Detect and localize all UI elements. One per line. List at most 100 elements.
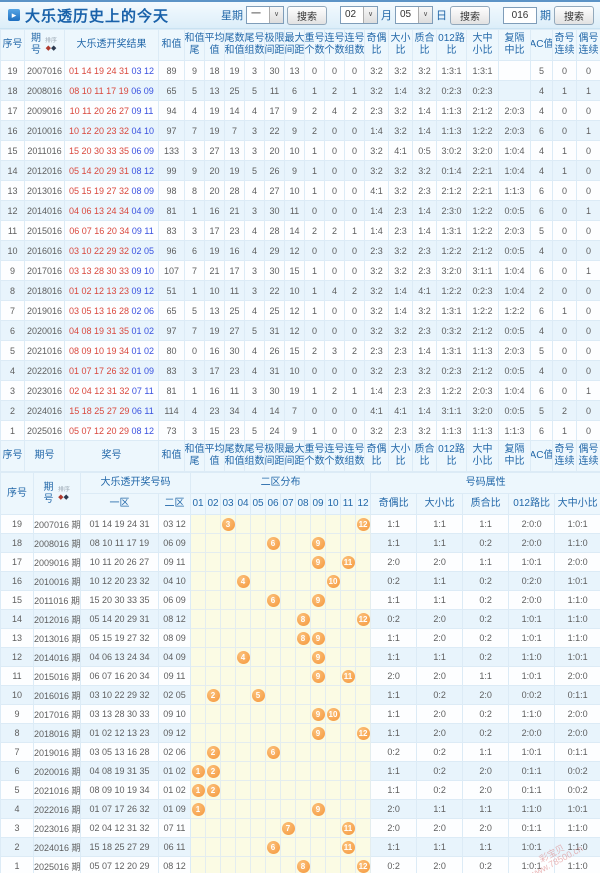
ratio-cell: 2:0 [416, 704, 464, 724]
stat-cell: 1 [184, 280, 205, 301]
ratio-cell: 1:1:0 [554, 856, 600, 873]
issue-cell: 2008016 期 [33, 533, 81, 553]
dist-cell [310, 818, 326, 838]
col-header: 02 [205, 493, 221, 515]
result-cell: 06 07 16 20 34 09 11 [64, 220, 159, 241]
issue-input[interactable] [503, 6, 537, 24]
ratio-cell: 0:2:0 [508, 571, 556, 591]
stat-cell: 2:3 [388, 360, 413, 381]
issue-cell: 2019016 [24, 300, 65, 321]
issue-cell: 2022016 [24, 360, 65, 381]
sort-control[interactable]: 排序 ◆◆ [44, 37, 58, 53]
stat-cell: 83 [158, 220, 185, 241]
lottery-ball: 9 [311, 726, 325, 740]
chevron-down-icon: ∨ [363, 7, 377, 23]
dist-cell: 9 [310, 704, 326, 724]
ratio-cell: 1:1:0 [508, 647, 556, 667]
stat-cell [498, 80, 531, 101]
stat-cell: 3:2 [364, 260, 389, 281]
lottery-ball: 6 [266, 745, 280, 759]
dist-cell: 9 [310, 666, 326, 686]
stat-cell: 27 [264, 180, 285, 201]
stat-cell: 1 [552, 420, 577, 441]
day-select[interactable]: 05 ∨ [395, 6, 433, 24]
stat-cell: 1:3:1 [436, 340, 467, 361]
stat-cell: 0 [576, 180, 600, 201]
dist-row: 17 2009016 期 10 11 20 26 27 09 11 9 11 2:0 2:0 1… [0, 552, 600, 572]
ratio-cell: 0:2 [370, 609, 418, 629]
stat-cell: 80 [158, 340, 185, 361]
dist-cell [354, 647, 372, 667]
sort-desc-icon[interactable]: ◆ [63, 493, 69, 501]
dist-cell [280, 666, 296, 686]
stat-cell: 2 [304, 100, 325, 121]
ratio-cell: 1:0:1 [508, 609, 556, 629]
dist-cell [220, 818, 236, 838]
col-header: 012路比 [436, 29, 467, 61]
sort-asc-icon[interactable]: ◆ [45, 45, 51, 52]
zone2-cell: 01 02 [158, 780, 191, 800]
stat-cell: 1 [552, 160, 577, 181]
dist-row: 11 2015016 期 06 07 16 20 34 09 11 9 11 2:0 2:0 1… [0, 666, 600, 686]
dist-row: 3 2023016 期 02 04 12 31 32 07 11 7 11 2:0 2:0 2:… [0, 818, 600, 838]
stat-cell: 0 [576, 60, 600, 81]
stats-row: 2 2024016 15 18 25 27 29 06 11 114 4 23 34 4 14 7… [0, 400, 600, 421]
ratio-cell: 1:1 [370, 628, 418, 648]
stat-cell: 24 [264, 420, 285, 441]
week-select[interactable]: 一 ∨ [246, 6, 284, 24]
stat-cell: 2 [304, 340, 325, 361]
stat-cell: 1:4 [388, 280, 413, 301]
stat-cell: 5 [244, 160, 265, 181]
dist-cell [250, 704, 266, 724]
seq-cell: 6 [0, 761, 34, 781]
stat-cell: 2:1:2 [466, 360, 499, 381]
stat-cell: 0:2:3 [466, 80, 499, 101]
stat-cell: 4 [530, 140, 553, 161]
stat-cell: 1:3:1 [436, 300, 467, 321]
lottery-ball: 11 [341, 821, 355, 835]
sort-asc-icon[interactable]: ◆ [58, 493, 64, 501]
dist-cell: 11 [340, 552, 356, 572]
stat-cell: 0 [324, 180, 345, 201]
arrow-bullet-icon: ▸ [8, 9, 20, 21]
date-search-button[interactable]: 搜索 [450, 5, 490, 25]
issue-cell: 2025016 期 [33, 856, 81, 873]
sort-control[interactable]: 排序 ◆◆ [57, 486, 71, 502]
dist-cell [340, 628, 356, 648]
issue-search-button[interactable]: 搜索 [554, 5, 594, 25]
sort-desc-icon[interactable]: ◆ [51, 45, 57, 52]
dist-cell [280, 856, 296, 873]
issue-search-group: 期 搜索 [503, 5, 594, 25]
col-header: 和值 [158, 440, 185, 472]
stat-cell: 23 [224, 360, 245, 381]
lottery-ball: 10 [326, 707, 340, 721]
stat-cell: 2:3 [364, 340, 389, 361]
dist-cell [354, 761, 372, 781]
seq-cell: 2 [0, 400, 25, 421]
dist-cell [235, 837, 251, 857]
lottery-ball: 1 [191, 802, 205, 816]
stat-cell: 11 [264, 80, 285, 101]
stat-cell: 7 [184, 260, 205, 281]
dist-cell [295, 837, 311, 857]
week-search-group: 星期 一 ∨ 搜索 [221, 5, 327, 25]
stats-row: 17 2009016 10 11 20 26 27 09 11 94 4 19 14 4 17 9… [0, 100, 600, 121]
dist-row: 8 2018016 期 01 02 12 13 23 09 12 9 12 1:1 2:0 0:… [0, 723, 600, 743]
stat-cell: 4 [530, 320, 553, 341]
ratio-cell: 0:2 [416, 761, 464, 781]
stats-table-body: 19 2007016 01 14 19 24 31 03 12 89 9 18 19 3 30 1… [0, 60, 600, 472]
dist-cell [220, 666, 236, 686]
seq-cell: 4 [0, 360, 25, 381]
dist-cell [340, 571, 356, 591]
ratio-cell: 1:1 [370, 590, 418, 610]
dist-row: 4 2022016 期 01 07 17 26 32 01 09 1 9 2:0 1:1 1:1… [0, 799, 600, 819]
issue-cell: 2017016 期 [33, 704, 81, 724]
month-select[interactable]: 02 ∨ [340, 6, 378, 24]
dist-cell [250, 856, 266, 873]
week-search-button[interactable]: 搜索 [287, 5, 327, 25]
stat-cell: 1:1:3 [466, 340, 499, 361]
ratio-cell: 1:1 [416, 837, 464, 857]
stat-cell: 0 [576, 160, 600, 181]
dist-cell [280, 742, 296, 762]
zone1-cell: 01 14 19 24 31 [80, 514, 159, 534]
